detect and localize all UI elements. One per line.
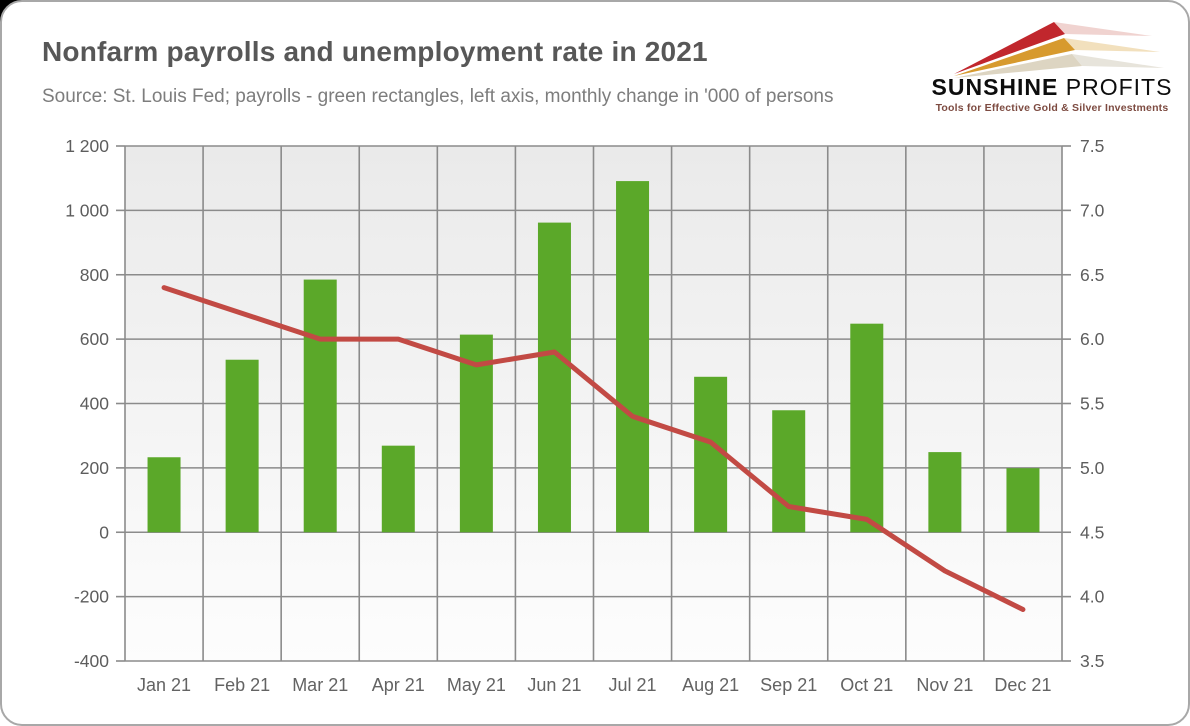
sunshine-profits-logo: SUNSHINE PROFITS Tools for Effective Gol… xyxy=(930,14,1174,122)
payrolls-bar xyxy=(928,452,962,533)
left-axis-tick-label: -400 xyxy=(74,651,109,671)
payrolls-bars xyxy=(147,181,1040,533)
right-axis-tick-label: 6.5 xyxy=(1080,265,1104,285)
x-axis-category-label: Feb 21 xyxy=(214,675,270,695)
axis-labels: 1 200 7.5 1 000 7.0 800 6.5 600 6.0 400 5.5 200 5.0… xyxy=(65,136,1104,695)
right-axis-tick-label: 7.5 xyxy=(1080,136,1104,156)
chart-area: 1 200 7.5 1 000 7.0 800 6.5 600 6.0 400 5.5 200 5.0… xyxy=(32,128,1162,718)
x-axis-category-label: Aug 21 xyxy=(682,675,739,695)
payrolls-bar xyxy=(459,334,493,533)
right-axis-tick-label: 4.0 xyxy=(1080,587,1105,607)
logo-arrow-cream xyxy=(954,54,1082,78)
right-axis-tick-label: 4.5 xyxy=(1080,522,1104,542)
payrolls-bar xyxy=(772,410,806,533)
payrolls-bar xyxy=(694,376,728,533)
left-axis-tick-label: 0 xyxy=(99,522,109,542)
payrolls-bar xyxy=(850,323,884,533)
payrolls-bar xyxy=(537,222,571,533)
unemployment-rate-line xyxy=(161,285,1026,612)
x-axis-category-label: Sep 21 xyxy=(760,675,817,695)
logo-wordmark: SUNSHINE PROFITS xyxy=(930,74,1174,101)
left-axis-tick-label: 600 xyxy=(80,329,109,349)
logo-name-primary: SUNSHINE xyxy=(931,74,1059,100)
gridlines xyxy=(116,145,1071,662)
chart-title: Nonfarm payrolls and unemployment rate i… xyxy=(42,36,708,67)
payrolls-bar xyxy=(147,457,181,533)
payrolls-bar xyxy=(616,181,650,533)
x-axis-category-label: Apr 21 xyxy=(372,675,425,695)
chart-subtitle: Source: St. Louis Fed; payrolls - green … xyxy=(42,86,834,107)
payrolls-unemployment-chart: 1 200 7.5 1 000 7.0 800 6.5 600 6.0 400 5.5 200 5.0… xyxy=(65,136,1104,695)
left-axis-tick-label: 200 xyxy=(80,458,109,478)
x-axis-category-label: May 21 xyxy=(447,675,506,695)
x-axis-category-label: Dec 21 xyxy=(994,675,1051,695)
unemployment-line-group xyxy=(161,285,1026,612)
x-axis-category-label: Nov 21 xyxy=(916,675,973,695)
logo-arrow-cream-echo xyxy=(1072,54,1164,68)
logo-arrow-red xyxy=(954,22,1065,74)
left-axis-tick-label: 1 200 xyxy=(65,136,109,156)
right-axis-tick-label: 7.0 xyxy=(1080,200,1105,220)
x-axis-category-label: Jan 21 xyxy=(137,675,191,695)
logo-arrow-gold-echo xyxy=(1064,38,1160,52)
x-axis-category-label: Jul 21 xyxy=(609,675,657,695)
logo-tagline: Tools for Effective Gold & Silver Invest… xyxy=(935,102,1169,114)
left-axis-tick-label: -200 xyxy=(74,587,109,607)
payrolls-bar xyxy=(381,445,415,533)
x-axis-category-label: Oct 21 xyxy=(840,675,893,695)
right-axis-tick-label: 5.0 xyxy=(1080,458,1105,478)
left-axis-tick-label: 1 000 xyxy=(65,200,109,220)
right-axis-tick-label: 6.0 xyxy=(1080,329,1105,349)
payrolls-bar xyxy=(303,279,337,533)
right-axis-tick-label: 3.5 xyxy=(1080,651,1104,671)
left-axis-tick-label: 400 xyxy=(80,394,109,414)
x-axis-category-label: Mar 21 xyxy=(292,675,348,695)
logo-arrows-icon xyxy=(954,22,1164,78)
payrolls-bar xyxy=(225,359,259,533)
left-axis-tick-label: 800 xyxy=(80,265,109,285)
right-axis-tick-label: 5.5 xyxy=(1080,394,1104,414)
payrolls-bar xyxy=(1006,468,1040,533)
x-axis-category-label: Jun 21 xyxy=(527,675,581,695)
logo-name-secondary: PROFITS xyxy=(1065,74,1173,100)
logo-arrow-red-echo xyxy=(1054,22,1152,36)
logo-arrow-gold xyxy=(954,38,1075,76)
